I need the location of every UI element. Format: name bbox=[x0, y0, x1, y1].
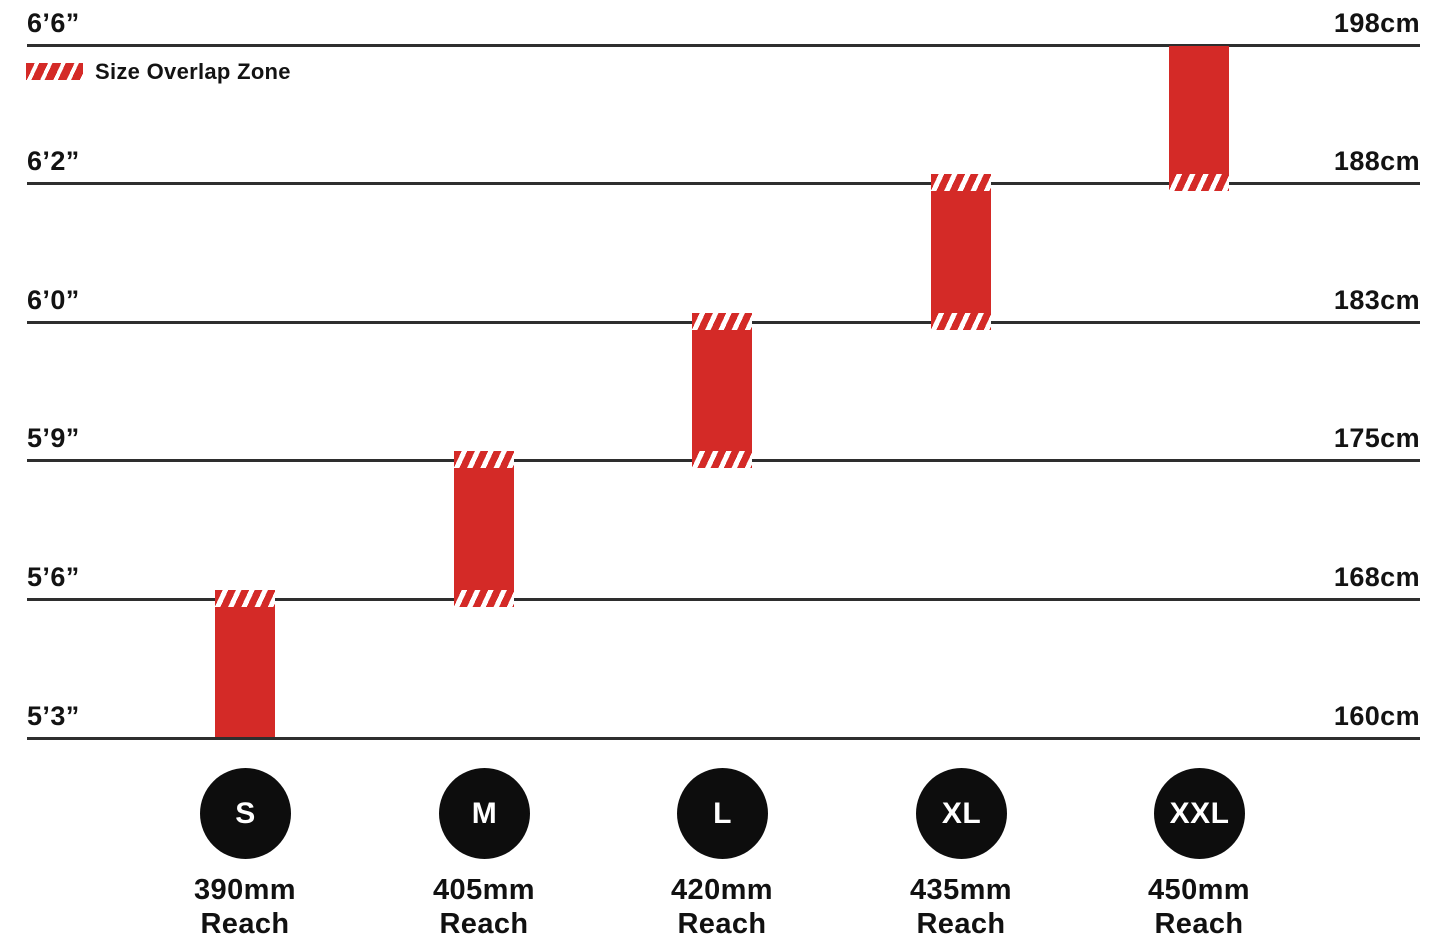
reach-label-s: 390mm Reach bbox=[125, 873, 365, 941]
reach-value-s: 390mm bbox=[194, 874, 296, 906]
size-badge-l-label: L bbox=[713, 796, 732, 830]
size-badge-s-label: S bbox=[235, 796, 256, 830]
overlap-zone-top-m bbox=[454, 451, 514, 468]
overlap-zone-top-l bbox=[692, 313, 752, 330]
size-range-s bbox=[215, 607, 275, 737]
size-badge-xl-label: XL bbox=[941, 796, 982, 830]
size-badge-xxl-label: XXL bbox=[1169, 796, 1230, 830]
height-tick-left-6ft6: 6’6” bbox=[27, 8, 80, 38]
overlap-zone-top-xl bbox=[931, 174, 991, 191]
height-tick-right-188cm: 188cm bbox=[1333, 146, 1420, 176]
gridline-188cm bbox=[27, 182, 1420, 185]
size-bar-l bbox=[692, 313, 752, 468]
size-badge-m: M bbox=[439, 768, 530, 859]
overlap-zone-bottom-l bbox=[692, 451, 752, 468]
reach-suffix-xl: Reach bbox=[916, 908, 1006, 940]
gridline-168cm bbox=[27, 598, 1420, 601]
gridline-160cm bbox=[27, 737, 1420, 740]
gridline-198cm bbox=[27, 44, 1420, 47]
reach-value-xl: 435mm bbox=[910, 874, 1012, 906]
size-bar-s bbox=[215, 590, 275, 737]
size-badge-l: L bbox=[677, 768, 768, 859]
size-range-l bbox=[692, 330, 752, 451]
size-range-xxl bbox=[1169, 46, 1229, 174]
overlap-zone-hatch-swatch-icon bbox=[26, 63, 83, 80]
height-tick-right-168cm: 168cm bbox=[1333, 562, 1420, 592]
size-badge-s: S bbox=[200, 768, 291, 859]
reach-value-m: 405mm bbox=[433, 874, 535, 906]
reach-label-m: 405mm Reach bbox=[364, 873, 604, 941]
size-badge-m-label: M bbox=[471, 796, 498, 830]
size-badge-xl: XL bbox=[916, 768, 1007, 859]
height-tick-left-5ft3: 5’3” bbox=[27, 701, 80, 731]
height-tick-right-183cm: 183cm bbox=[1333, 285, 1420, 315]
height-tick-left-5ft6: 5’6” bbox=[27, 562, 80, 592]
height-tick-left-5ft9: 5’9” bbox=[27, 423, 80, 453]
size-range-m bbox=[454, 468, 514, 590]
size-bar-xl bbox=[931, 174, 991, 330]
height-tick-left-6ft0: 6’0” bbox=[27, 285, 80, 315]
reach-suffix-s: Reach bbox=[200, 908, 290, 940]
overlap-zone-bottom-m bbox=[454, 590, 514, 607]
reach-label-xl: 435mm Reach bbox=[841, 873, 1081, 941]
reach-value-xxl: 450mm bbox=[1148, 874, 1250, 906]
size-badge-xxl: XXL bbox=[1154, 768, 1245, 859]
reach-label-xxl: 450mm Reach bbox=[1079, 873, 1319, 941]
height-tick-left-6ft2: 6’2” bbox=[27, 146, 80, 176]
reach-suffix-m: Reach bbox=[439, 908, 529, 940]
legend: Size Overlap Zone bbox=[26, 59, 291, 84]
overlap-zone-bottom-xl bbox=[931, 313, 991, 330]
height-tick-right-198cm: 198cm bbox=[1333, 8, 1420, 38]
reach-suffix-l: Reach bbox=[677, 908, 767, 940]
overlap-zone-bottom-xxl bbox=[1169, 174, 1229, 191]
height-tick-right-175cm: 175cm bbox=[1333, 423, 1420, 453]
reach-suffix-xxl: Reach bbox=[1154, 908, 1244, 940]
size-bar-m bbox=[454, 451, 514, 607]
size-range-xl bbox=[931, 191, 991, 313]
reach-value-l: 420mm bbox=[671, 874, 773, 906]
overlap-zone-top-s bbox=[215, 590, 275, 607]
reach-label-l: 420mm Reach bbox=[602, 873, 842, 941]
height-tick-right-160cm: 160cm bbox=[1333, 701, 1420, 731]
legend-label: Size Overlap Zone bbox=[95, 58, 291, 84]
size-bar-xxl bbox=[1169, 46, 1229, 191]
